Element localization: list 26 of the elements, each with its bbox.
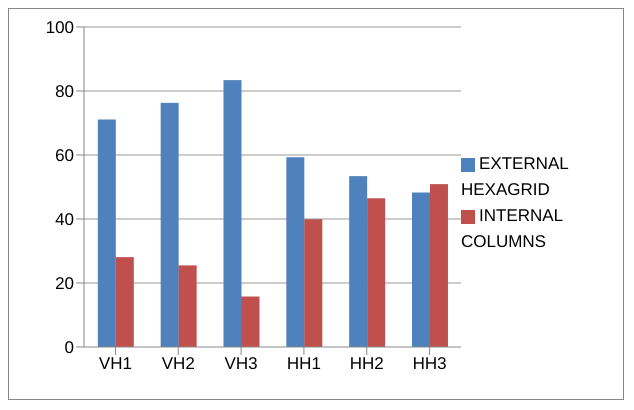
bar xyxy=(116,257,134,347)
y-tick-label: 60 xyxy=(55,146,74,166)
bar xyxy=(223,80,242,347)
y-tick-label: 100 xyxy=(46,18,74,38)
bar xyxy=(430,184,448,347)
y-tick-label: 0 xyxy=(64,338,74,358)
y-tick-label: 20 xyxy=(55,274,74,294)
x-tick-label: HH3 xyxy=(412,354,447,374)
x-tick-label: HH1 xyxy=(286,354,321,374)
bar xyxy=(160,102,179,347)
x-tick-label: VH1 xyxy=(98,354,132,374)
bar xyxy=(349,176,368,347)
bar xyxy=(98,119,116,347)
bar xyxy=(286,157,304,347)
x-tick-label: HH2 xyxy=(350,354,384,374)
x-tick-label: VH3 xyxy=(224,354,258,374)
legend-label: INTERNAL COLUMNS xyxy=(461,206,562,251)
bar xyxy=(367,198,386,347)
legend-label: EXTERNAL HEXAGRID xyxy=(461,154,568,199)
y-tick-label: 40 xyxy=(55,210,74,230)
bar xyxy=(412,192,430,347)
bar xyxy=(178,265,197,347)
y-tick-label: 80 xyxy=(55,82,74,102)
x-tick-label: VH2 xyxy=(162,354,195,374)
bar xyxy=(304,219,322,347)
bar xyxy=(241,296,260,347)
